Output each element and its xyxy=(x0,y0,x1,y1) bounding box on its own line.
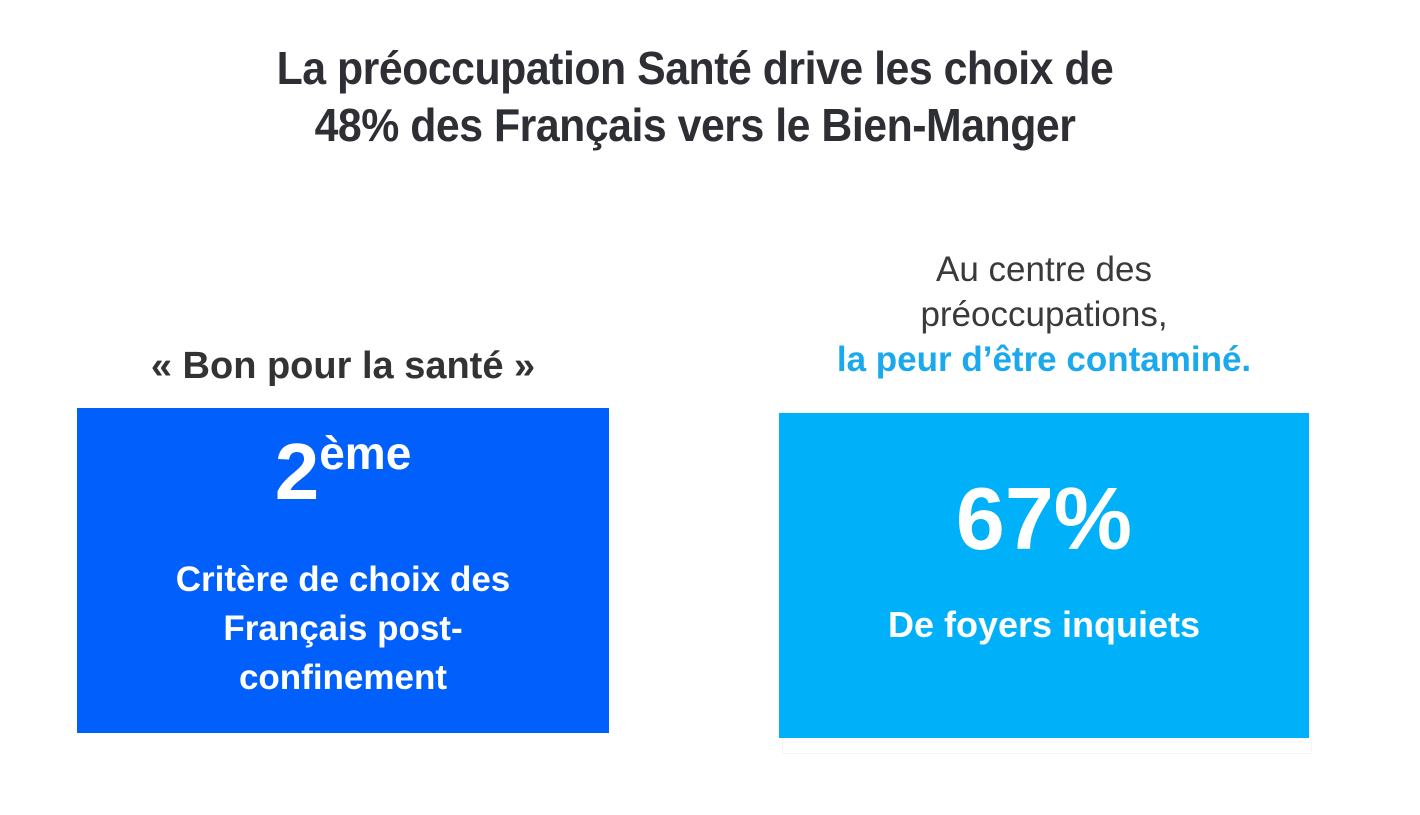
rank-description-line1: Critère de choix des xyxy=(175,560,511,599)
slide-title: La préoccupation Santé drive les choix d… xyxy=(49,40,1342,154)
slide-title-line2: 48% des Français vers le Bien-Manger xyxy=(314,99,1076,151)
slide-title-line1: La préoccupation Santé drive les choix d… xyxy=(276,42,1114,94)
rank-suffix: ème xyxy=(319,427,412,479)
right-intro-highlight: la peur d’être contaminé. xyxy=(836,340,1252,379)
rank-number: 2 xyxy=(274,427,320,516)
right-intro-line2: préoccupations, xyxy=(920,295,1168,334)
right-panel-intro: Au centre des préoccupations, la peur d’… xyxy=(779,247,1309,382)
rank-callout: 2ème xyxy=(77,430,609,512)
stat-label: De foyers inquiets xyxy=(887,604,1201,645)
stat-value: 67% xyxy=(955,469,1133,568)
rank-description-line3: confinement xyxy=(238,658,448,697)
placeholder-outline-artifact xyxy=(782,742,1312,754)
right-stat-card: 67% De foyers inquiets xyxy=(779,413,1309,738)
right-intro-line1: Au centre des xyxy=(936,250,1152,289)
left-panel-heading: « Bon pour la santé » xyxy=(150,345,536,387)
rank-description-line2: Français post- xyxy=(223,609,463,648)
rank-description: Critère de choix des Français post- conf… xyxy=(77,555,609,702)
left-stat-card: 2ème Critère de choix des Français post-… xyxy=(77,408,609,733)
